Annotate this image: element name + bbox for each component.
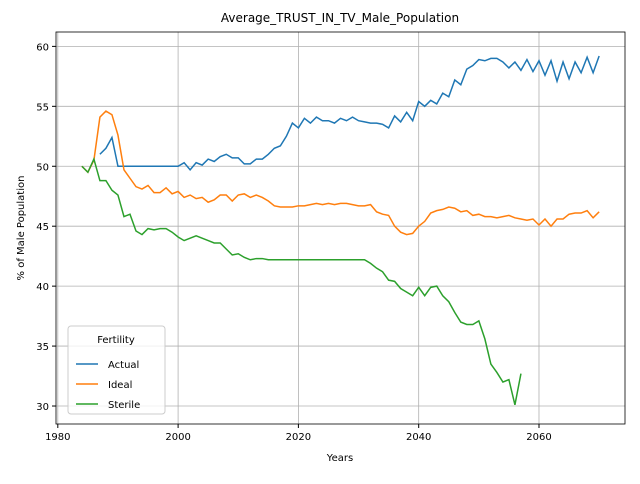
axes-frame <box>55 31 626 425</box>
y-tick-label: 45 <box>36 222 49 233</box>
y-tick-label: 50 <box>36 162 49 173</box>
legend-label: Sterile <box>108 400 140 411</box>
x-tick-label: 2020 <box>286 432 311 443</box>
y-tick-label: 40 <box>36 282 49 293</box>
legend-box <box>67 325 166 415</box>
x-axis-label: Years <box>326 453 353 464</box>
legend-label: Actual <box>108 360 139 371</box>
x-tick-label: 1980 <box>45 432 70 443</box>
y-axis-label: % of Male Population <box>16 176 27 281</box>
legend-label: Ideal <box>108 380 132 391</box>
x-tick-label: 2000 <box>165 432 190 443</box>
line <box>81 110 600 236</box>
legend-title: Fertility <box>97 335 135 346</box>
y-tick-label: 30 <box>36 402 49 413</box>
line <box>81 156 522 405</box>
line <box>99 55 600 172</box>
y-tick-label: 35 <box>36 342 49 353</box>
x-tick-label: 2040 <box>406 432 431 443</box>
chart-title: Average_TRUST_IN_TV_Male_Population <box>221 11 459 25</box>
y-tick-label: 60 <box>36 42 49 53</box>
y-tick-label: 55 <box>36 102 49 113</box>
x-tick-label: 2060 <box>526 432 551 443</box>
